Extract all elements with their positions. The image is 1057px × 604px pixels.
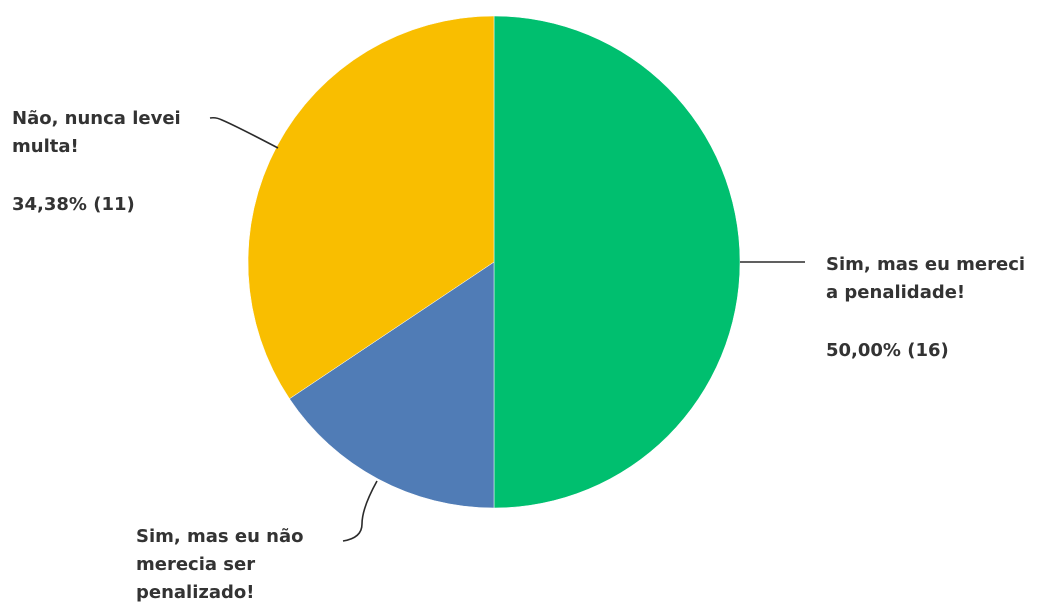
leader-lines xyxy=(209,116,805,542)
slice-label-2-line-1: Sim, mas eu não xyxy=(136,526,304,547)
slice-label-3-line-1: Não, nunca levei xyxy=(12,108,181,129)
pie-slice-3 xyxy=(247,15,495,400)
slice-label-1-line-1: Sim, mas eu mereci xyxy=(826,254,1025,275)
leader-line-2 xyxy=(342,480,378,542)
pie-slices xyxy=(247,15,741,509)
slice-value-1: 50,00% (16) xyxy=(826,340,949,361)
pie-slice-1 xyxy=(493,15,741,509)
slice-label-1-line-2: a penalidade! xyxy=(826,282,965,303)
slice-label-2-line-3: penalizado! xyxy=(136,582,254,603)
slice-label-2-line-2: merecia ser xyxy=(136,554,255,575)
slice-labels: Sim, mas eu mereci a penalidade! 50,00% (1… xyxy=(12,108,1025,603)
pie-slice-2 xyxy=(289,261,495,509)
slice-value-3: 34,38% (11) xyxy=(12,194,135,215)
leader-line-3 xyxy=(209,116,279,149)
slice-label-3-line-2: multa! xyxy=(12,136,79,157)
